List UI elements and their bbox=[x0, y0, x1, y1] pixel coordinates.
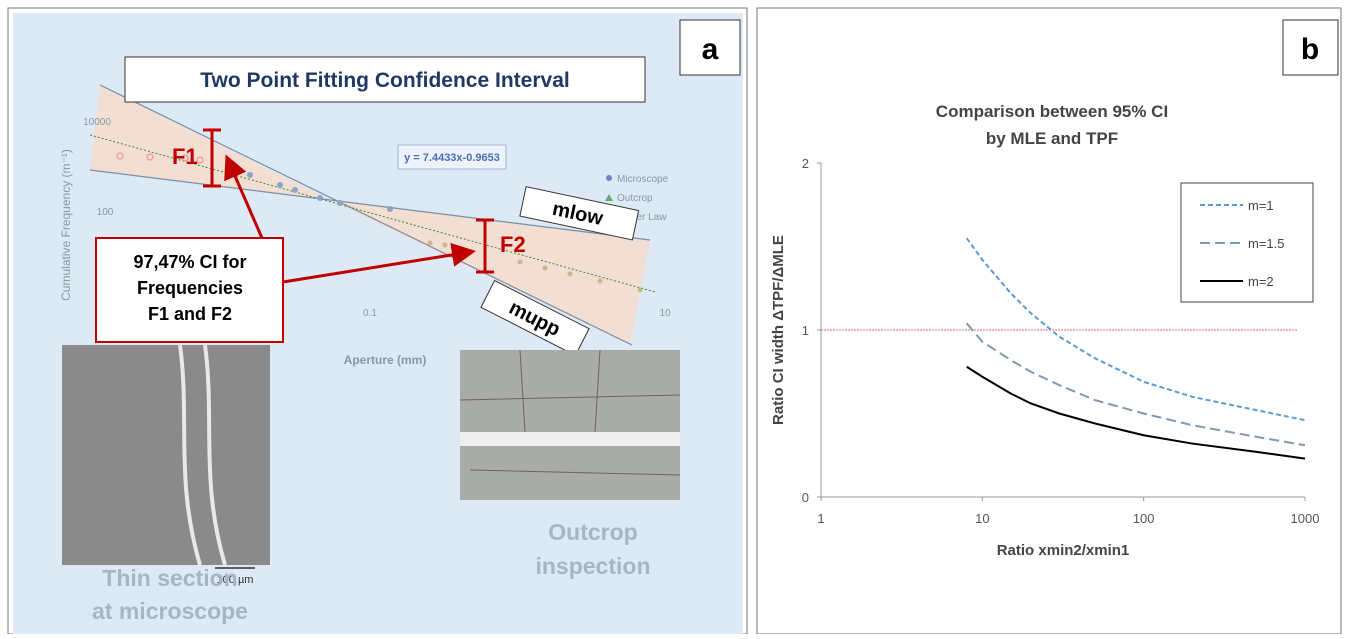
callout-arrow bbox=[282, 243, 476, 284]
points-right bbox=[427, 240, 643, 293]
x-tick-label: 1000 bbox=[1291, 511, 1320, 526]
legend-marker bbox=[606, 175, 612, 181]
points-left bbox=[116, 152, 204, 164]
m-low-tag: mlow bbox=[519, 186, 640, 241]
y-tick-label: 0 bbox=[802, 490, 809, 505]
ci-wedge-left bbox=[90, 85, 330, 200]
callout-arrow bbox=[224, 154, 264, 239]
scale-bar-label: 100 µm bbox=[217, 574, 254, 586]
chart-title: Comparison between 95% CI bbox=[936, 102, 1168, 121]
f1-label: F1 bbox=[172, 144, 198, 169]
y-tick-label: 2 bbox=[802, 156, 809, 171]
photo-caption: inspection bbox=[535, 553, 650, 579]
m-upp-line bbox=[99, 84, 633, 346]
photo-caption: Thin section bbox=[102, 565, 237, 591]
x-tick-label: 10 bbox=[975, 511, 989, 526]
outcrop-ruler bbox=[460, 432, 680, 446]
equation-box bbox=[397, 144, 507, 170]
a-x-label: Aperture (mm) bbox=[344, 353, 427, 367]
legend-label: m=1 bbox=[1248, 198, 1274, 213]
legend-label: m=2 bbox=[1248, 274, 1274, 289]
panel-label: a bbox=[702, 33, 719, 66]
y-axis-label: Ratio CI width ΔTPF/ΔMLE bbox=[770, 235, 787, 425]
a-y-label: Cumulative Frequency (m⁻¹) bbox=[59, 149, 73, 301]
callout-box bbox=[95, 237, 284, 343]
x-tick-label: 1 bbox=[817, 511, 824, 526]
a-tick: 10 bbox=[659, 308, 671, 319]
x-axis-label: Ratio xmin2/xmin1 bbox=[997, 542, 1130, 559]
outcrop-photo bbox=[460, 350, 680, 500]
title-box bbox=[124, 56, 646, 103]
microscope-photo bbox=[62, 345, 270, 565]
series-line bbox=[965, 237, 1306, 422]
a-tick: 10000 bbox=[83, 117, 111, 128]
panel-label-box bbox=[1282, 19, 1339, 76]
panel-label-box bbox=[679, 19, 741, 76]
a-legend: Outcrop bbox=[617, 193, 653, 204]
outcrop-cracks bbox=[459, 349, 681, 476]
panel-a-title: Two Point Fitting Confidence Interval bbox=[200, 69, 569, 92]
x-tick-label: 100 bbox=[1133, 511, 1155, 526]
callout-line: 97,47% CI for bbox=[133, 252, 246, 272]
photo-veins bbox=[178, 344, 227, 566]
chart-title: by MLE and TPF bbox=[986, 129, 1118, 148]
panel-a: Cumulative Frequency (m⁻¹) 10000 100 0.1… bbox=[7, 7, 748, 635]
equation: y = 7.4433x-0.9653 bbox=[404, 152, 500, 164]
callout-line: F1 and F2 bbox=[148, 304, 232, 324]
series-line bbox=[966, 365, 1306, 460]
f2-label: F2 bbox=[500, 232, 526, 257]
points-mid bbox=[247, 172, 393, 212]
y-tick-label: 1 bbox=[802, 323, 809, 338]
a-tick: 100 bbox=[97, 207, 114, 218]
chart: Comparison between 95% CI by MLE and TPF 0… bbox=[770, 102, 1319, 559]
panel-label: b bbox=[1301, 33, 1319, 66]
panel-b-frame bbox=[756, 7, 1342, 635]
a-tick: 0.1 bbox=[363, 308, 377, 319]
legend-label: m=1.5 bbox=[1248, 236, 1285, 251]
legend-marker bbox=[605, 194, 613, 201]
m-low-line bbox=[89, 169, 651, 241]
a-legend: Microscope bbox=[617, 174, 669, 185]
photo-caption: Outcrop bbox=[548, 519, 637, 545]
f1-bracket bbox=[203, 128, 221, 188]
f2-bracket bbox=[476, 218, 494, 274]
callout-line: Frequencies bbox=[137, 278, 243, 298]
photo-caption: at microscope bbox=[92, 598, 248, 624]
a-legend: Power Law bbox=[617, 212, 667, 223]
